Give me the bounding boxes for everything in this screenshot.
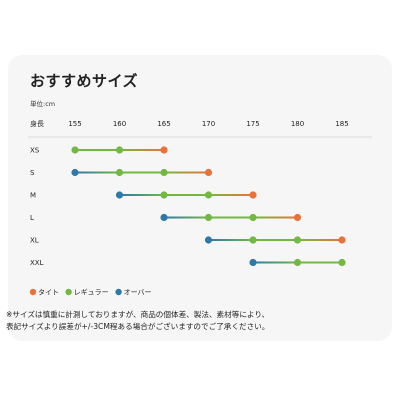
size-chart-card xyxy=(8,55,392,341)
note-line-2: 表記サイズより誤差が+/-3CM程ある場合がございますのでご了承ください。 xyxy=(6,322,270,331)
fit-point-over xyxy=(204,236,213,244)
fit-point-regular xyxy=(71,146,79,154)
legend-marker-over xyxy=(115,288,122,296)
fit-point-regular xyxy=(204,213,213,222)
fit-point-over xyxy=(249,258,257,267)
fit-point-tight xyxy=(338,236,346,244)
x-tick-label: 180 xyxy=(291,120,304,128)
fit-point-regular xyxy=(204,191,213,199)
row-label-m: M xyxy=(30,192,36,200)
fit-point-tight xyxy=(204,168,213,177)
fit-point-regular xyxy=(338,258,346,267)
fit-point-regular xyxy=(115,168,124,177)
x-tick-label: 155 xyxy=(68,120,81,128)
notes: ※サイズは慎重に計測しておりますが、商品の個体差、製法、素材等により、 表記サイ… xyxy=(6,309,394,333)
fit-point-regular xyxy=(293,258,302,267)
x-tick-label: 175 xyxy=(246,120,259,128)
fit-point-tight xyxy=(293,213,302,222)
row-label-l: L xyxy=(30,214,34,222)
fit-point-tight xyxy=(249,191,257,199)
fit-point-regular xyxy=(160,168,168,177)
fit-point-regular xyxy=(249,236,257,244)
fit-point-over xyxy=(160,213,168,222)
legend-marker-regular xyxy=(65,288,72,296)
fit-point-over xyxy=(71,168,79,177)
x-tick-label: 160 xyxy=(113,120,126,128)
row-label-xxl: XXL xyxy=(30,259,44,267)
x-tick-label: 165 xyxy=(157,120,170,128)
fit-point-tight xyxy=(160,146,168,154)
x-tick-label: 185 xyxy=(335,120,348,128)
x-axis-label: 身長 xyxy=(30,119,44,128)
fit-point-regular xyxy=(160,191,168,199)
fit-point-regular xyxy=(293,236,302,244)
fit-point-regular xyxy=(115,146,124,154)
x-tick-label: 170 xyxy=(202,120,215,128)
fit-point-over xyxy=(115,191,124,199)
legend-label-over: オーバー xyxy=(124,289,152,297)
fit-point-regular xyxy=(249,213,257,222)
note-line-1: ※サイズは慎重に計測しておりますが、商品の個体差、製法、素材等により、 xyxy=(6,310,270,319)
legend-label-regular: レギュラー xyxy=(74,289,109,297)
chart-title: おすすめサイズ xyxy=(30,72,139,90)
legend-marker-tight xyxy=(29,288,37,296)
row-label-xs: XS xyxy=(30,147,40,155)
row-label-xl: XL xyxy=(30,237,39,245)
row-label-s: S xyxy=(30,169,35,177)
unit-label: 単位:cm xyxy=(30,100,56,108)
legend-label-tight: タイト xyxy=(38,288,59,297)
